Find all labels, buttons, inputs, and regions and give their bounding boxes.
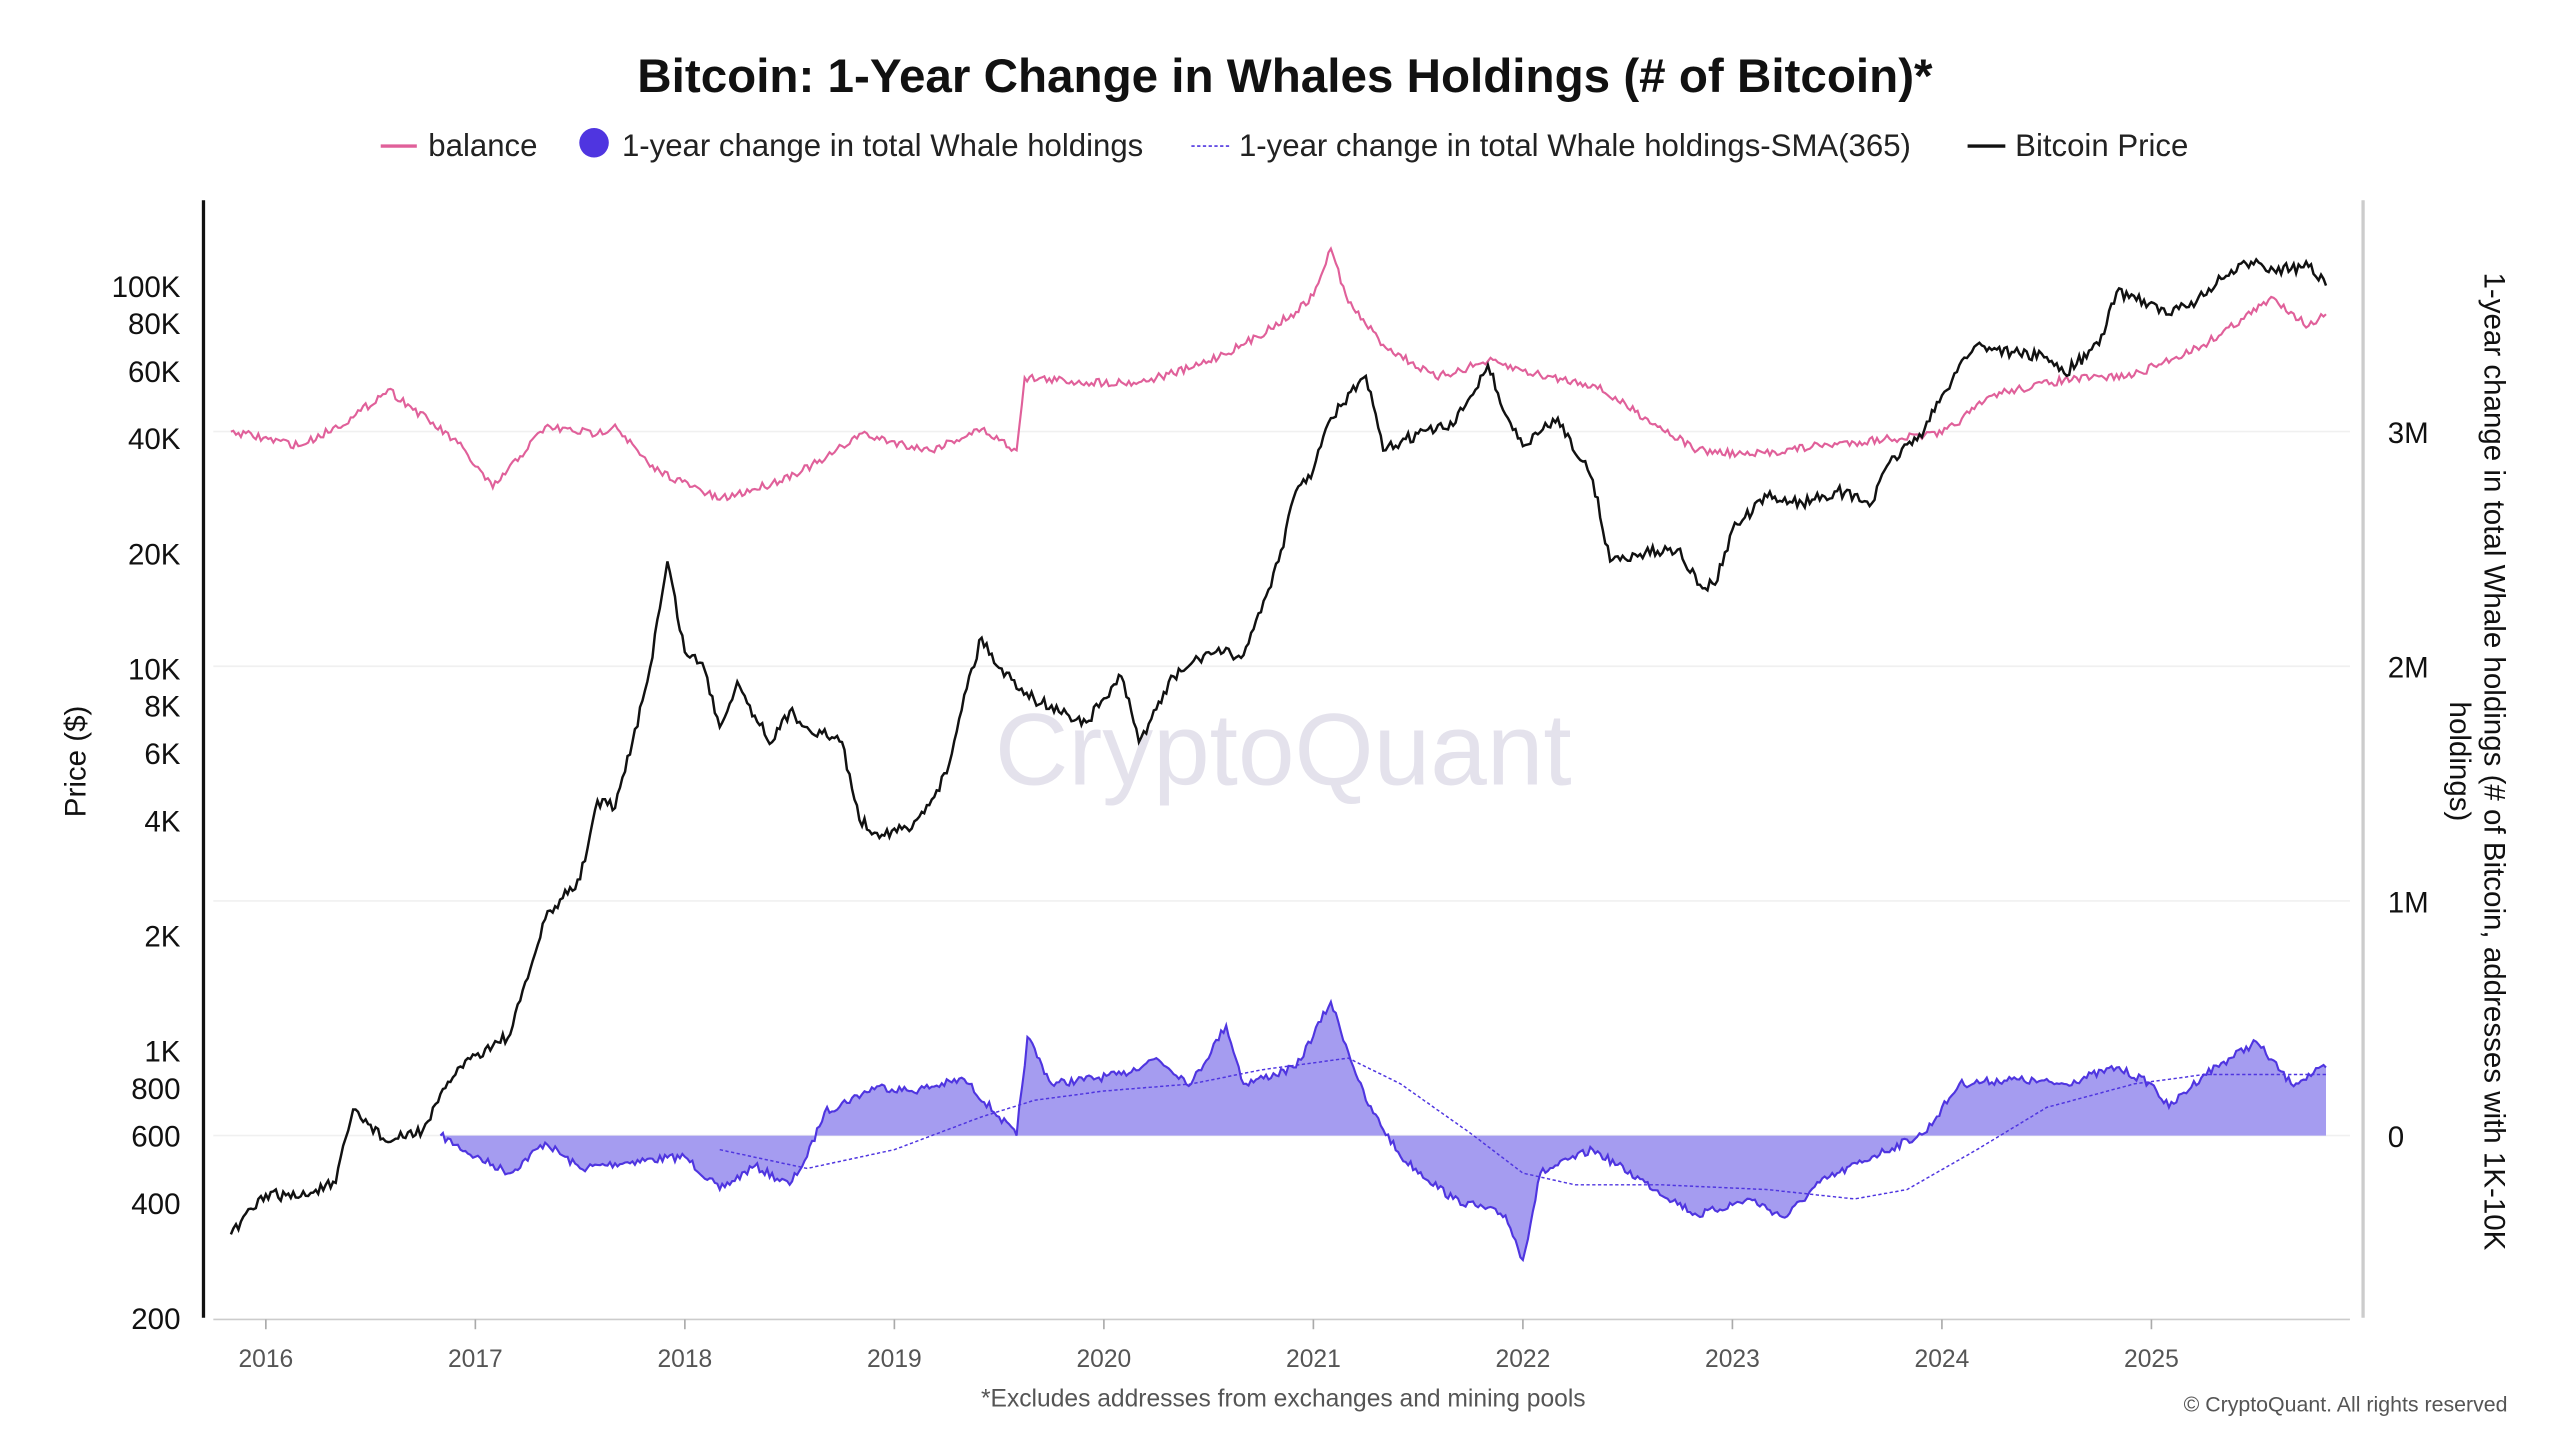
- legend-swatch-whale-change: [579, 128, 609, 158]
- left-tick-label: 8K: [144, 690, 180, 723]
- legend-item-price[interactable]: Bitcoin Price: [1967, 128, 2189, 163]
- left-tick-label: 80K: [128, 308, 181, 341]
- x-tick-label: 2025: [2124, 1346, 2179, 1373]
- left-tick-label: 40K: [128, 423, 181, 456]
- left-tick-label: 200: [131, 1303, 180, 1336]
- watermark: CryptoQuant: [995, 692, 1572, 806]
- x-tick-label: 2018: [657, 1346, 712, 1373]
- plot-area: [229, 246, 2328, 1263]
- legend-label-sma: 1-year change in total Whale holdings-SM…: [1239, 128, 1911, 163]
- bitcoin-price-line: [229, 257, 2328, 1235]
- left-tick-label: 4K: [144, 806, 180, 839]
- left-axis-label: Price ($): [59, 706, 92, 818]
- left-tick-label: 2K: [144, 921, 180, 954]
- x-tick-label: 2017: [448, 1346, 503, 1373]
- copyright: © CryptoQuant. All rights reserved: [2184, 1392, 2508, 1416]
- left-tick-label: 100K: [112, 271, 181, 304]
- legend-label-price: Bitcoin Price: [2015, 128, 2188, 163]
- x-tick-label: 2016: [238, 1346, 293, 1373]
- left-tick-label: 600: [131, 1121, 180, 1154]
- x-tick-label: 2021: [1286, 1346, 1341, 1373]
- chart-title: Bitcoin: 1-Year Change in Whales Holding…: [637, 50, 1933, 103]
- whale-change-line: [439, 998, 2327, 1263]
- x-tick-label: 2020: [1077, 1346, 1132, 1373]
- footnote: *Excludes addresses from exchanges and m…: [981, 1385, 1586, 1412]
- x-tick-label: 2019: [867, 1346, 922, 1373]
- right-axis-label-line2: holdings): [2443, 702, 2476, 822]
- right-tick-label: 3M: [2388, 417, 2429, 450]
- whale-change-sma-line: [719, 1057, 2326, 1200]
- x-tick-label: 2023: [1705, 1346, 1760, 1373]
- right-tick-label: 0: [2388, 1121, 2404, 1154]
- right-axis-label-line1: 1-year change in total Whale holdings (#…: [2478, 273, 2511, 1251]
- right-tick-label: 2M: [2388, 652, 2429, 685]
- left-tick-label: 10K: [128, 653, 181, 686]
- legend-label-whale-change: 1-year change in total Whale holdings: [622, 128, 1143, 163]
- right-tick-label: 1M: [2388, 886, 2429, 919]
- x-tick-label: 2024: [1915, 1346, 1970, 1373]
- left-tick-label: 800: [131, 1073, 180, 1106]
- left-tick-label: 400: [131, 1188, 180, 1221]
- left-tick-label: 20K: [128, 538, 181, 571]
- left-tick-label: 1K: [144, 1036, 180, 1069]
- legend-item-balance[interactable]: balance: [380, 128, 538, 163]
- axes: 0 1M 2M 3M 200 400 600 800 1K 2K 4K 6K 8K 10K 20K 40K 60…: [112, 271, 2429, 1373]
- legend-item-sma[interactable]: 1-year change in total Whale holdings-SM…: [1191, 128, 1911, 163]
- balance-line: [230, 246, 2327, 502]
- legend: balance 1-year change in total Whale hol…: [380, 128, 2189, 163]
- x-tick-label: 2022: [1496, 1346, 1551, 1373]
- left-tick-label: 6K: [144, 738, 180, 771]
- legend-label-balance: balance: [428, 128, 537, 163]
- left-tick-label: 60K: [128, 356, 181, 389]
- legend-item-whale-change[interactable]: 1-year change in total Whale holdings: [579, 128, 1143, 163]
